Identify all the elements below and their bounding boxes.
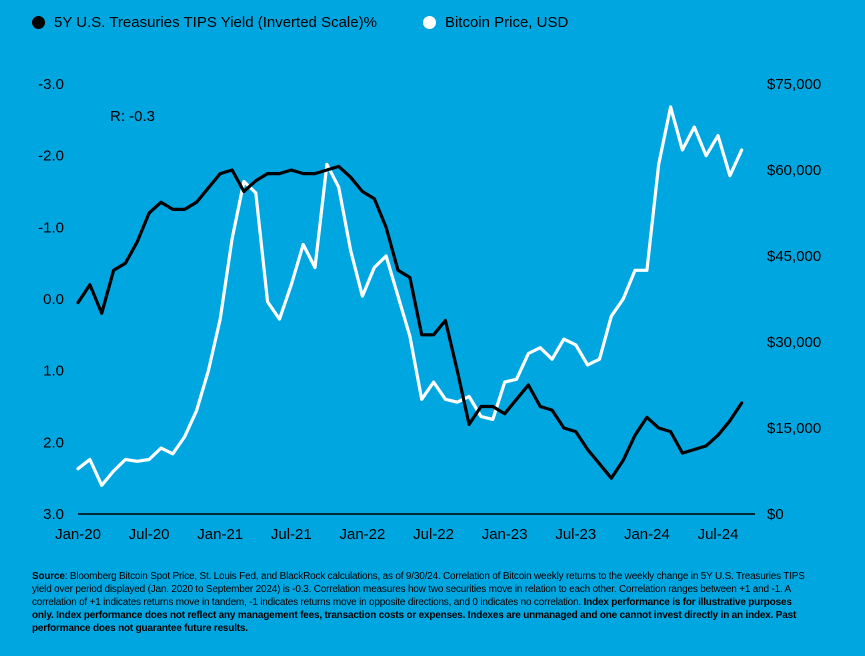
x-tick-label: Jan-24 <box>624 526 670 543</box>
right-tick-label: $60,000 <box>767 162 821 179</box>
right-axis-ticks: $75,000 $60,000 $45,000 $30,000 $15,000 $0 <box>767 76 821 523</box>
footnote-source-text: : Bloomberg Bitcoin Spot Price, St. Loui… <box>32 571 805 608</box>
x-tick-label: Jul-24 <box>698 526 739 543</box>
series-layer <box>76 105 744 487</box>
left-tick-label: 3.0 <box>43 506 64 523</box>
left-tick-label: 0.0 <box>43 291 64 308</box>
x-tick-label: Jul-22 <box>413 526 454 543</box>
x-tick-label: Jul-21 <box>271 526 312 543</box>
right-tick-label: $45,000 <box>767 248 821 265</box>
legend-swatch-btc <box>422 16 436 29</box>
left-tick-label: -2.0 <box>38 148 64 165</box>
legend-item-tips: 5Y U.S. Treasuries TIPS Yield (Inverted … <box>32 14 377 31</box>
legend-label-tips: 5Y U.S. Treasuries TIPS Yield (Inverted … <box>54 14 377 31</box>
x-axis-ticks: Jan-20 Jul-20 Jan-21 Jul-21 Jan-22 Jul-22 Jan-… <box>55 526 738 543</box>
x-tick-label: Jul-20 <box>129 526 170 543</box>
legend: 5Y U.S. Treasuries TIPS Yield (Inverted … <box>32 14 614 31</box>
x-tick-label: Jan-20 <box>55 526 101 543</box>
legend-item-btc: Bitcoin Price, USD <box>422 14 569 31</box>
right-tick-label: $15,000 <box>767 420 821 437</box>
left-tick-label: 1.0 <box>43 363 64 380</box>
left-tick-label: -3.0 <box>38 76 64 93</box>
footnote-disclaimer: Index performance is for illustrative pu… <box>32 597 797 634</box>
tips-yield-line <box>76 164 744 480</box>
x-tick-label: Jul-23 <box>555 526 596 543</box>
left-tick-label: -1.0 <box>38 219 64 236</box>
x-tick-label: Jan-22 <box>340 526 386 543</box>
right-tick-label: $30,000 <box>767 334 821 351</box>
footnote-source-label: Source <box>32 571 65 582</box>
right-tick-label: $0 <box>767 506 784 523</box>
legend-label-btc: Bitcoin Price, USD <box>444 14 569 31</box>
x-tick-label: Jan-23 <box>482 526 528 543</box>
correlation-annotation: R: -0.3 <box>110 108 155 125</box>
bitcoin-price-line <box>76 105 744 487</box>
left-tick-label: 2.0 <box>43 434 64 451</box>
right-tick-label: $75,000 <box>767 76 821 93</box>
x-tick-label: Jan-21 <box>197 526 243 543</box>
left-axis-ticks: -3.0 -2.0 -1.0 0.0 1.0 2.0 3.0 <box>38 76 64 523</box>
footnote: Source: Bloomberg Bitcoin Spot Price, St… <box>32 570 812 635</box>
legend-swatch-tips <box>32 16 45 29</box>
